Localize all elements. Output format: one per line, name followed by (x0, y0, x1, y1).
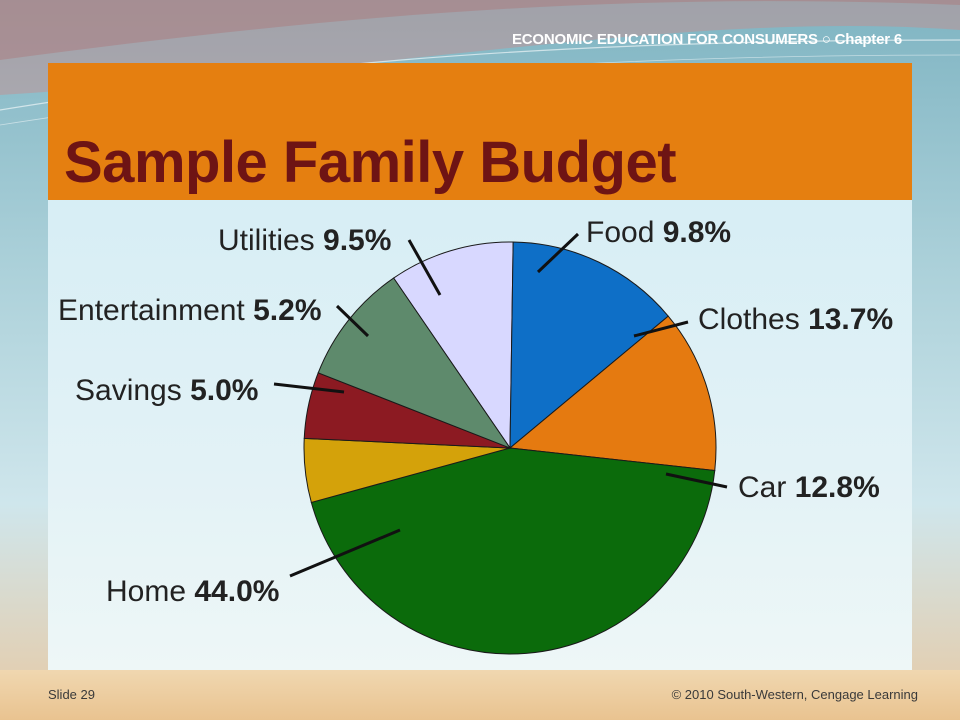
page-title: Sample Family Budget (64, 130, 677, 195)
pie-label-savings: Savings 5.0% (75, 374, 258, 407)
leader-lines-layer (273, 232, 728, 578)
leader-line-car (665, 472, 728, 489)
pie-slices-layer (303, 241, 717, 655)
pie-label-utilities: Utilities 9.5% (218, 224, 391, 257)
pie-label-value: 44.0% (194, 575, 279, 608)
pie-label-value: 9.8% (663, 216, 731, 249)
pie-label-name: Food (586, 216, 663, 249)
pie-labels-layer: Food 9.8% Clothes 13.7% Car 12.8% Home 44.0… (58, 216, 893, 608)
pie-label-name: Home (106, 575, 194, 608)
pie-label-value: 13.7% (808, 303, 893, 336)
leader-line-utilities (407, 239, 442, 296)
pie-label-entertainment: Entertainment 5.2% (58, 294, 322, 327)
pie-slice-utilities (317, 277, 512, 450)
pie-label-car: Car 12.8% (738, 471, 880, 504)
footer-bar (0, 670, 960, 720)
leader-line-home (289, 528, 401, 578)
leader-line-savings (273, 382, 345, 394)
pie-label-clothes: Clothes 13.7% (698, 303, 893, 336)
pie-label-name: Savings (75, 374, 190, 407)
slide-number: Slide 29 (48, 687, 95, 702)
course-header: ECONOMIC EDUCATION FOR CONSUMERS ○ Chapt… (511, 31, 902, 48)
pie-label-name: Entertainment (58, 294, 253, 327)
pie-label-food: Food 9.8% (586, 216, 731, 249)
pie-label-value: 5.0% (190, 374, 258, 407)
pie-slice-food (392, 241, 514, 450)
pie-slice-clothes (509, 241, 669, 450)
pie-label-value: 5.2% (253, 294, 321, 327)
leader-line-clothes (633, 320, 689, 338)
pie-label-value: 12.8% (795, 471, 880, 504)
pie-label-name: Clothes (698, 303, 808, 336)
pie-label-value: 9.5% (323, 224, 391, 257)
leader-line-food (536, 232, 580, 274)
copyright-text: © 2010 South-Western, Cengage Learning (671, 687, 918, 702)
leader-line-entertainment (335, 304, 370, 338)
pie-label-name: Utilities (218, 224, 323, 257)
pie-slice-home (310, 447, 716, 655)
pie-label-name: Car (738, 471, 795, 504)
pie-label-home: Home 44.0% (106, 575, 279, 608)
title-band (48, 63, 912, 200)
